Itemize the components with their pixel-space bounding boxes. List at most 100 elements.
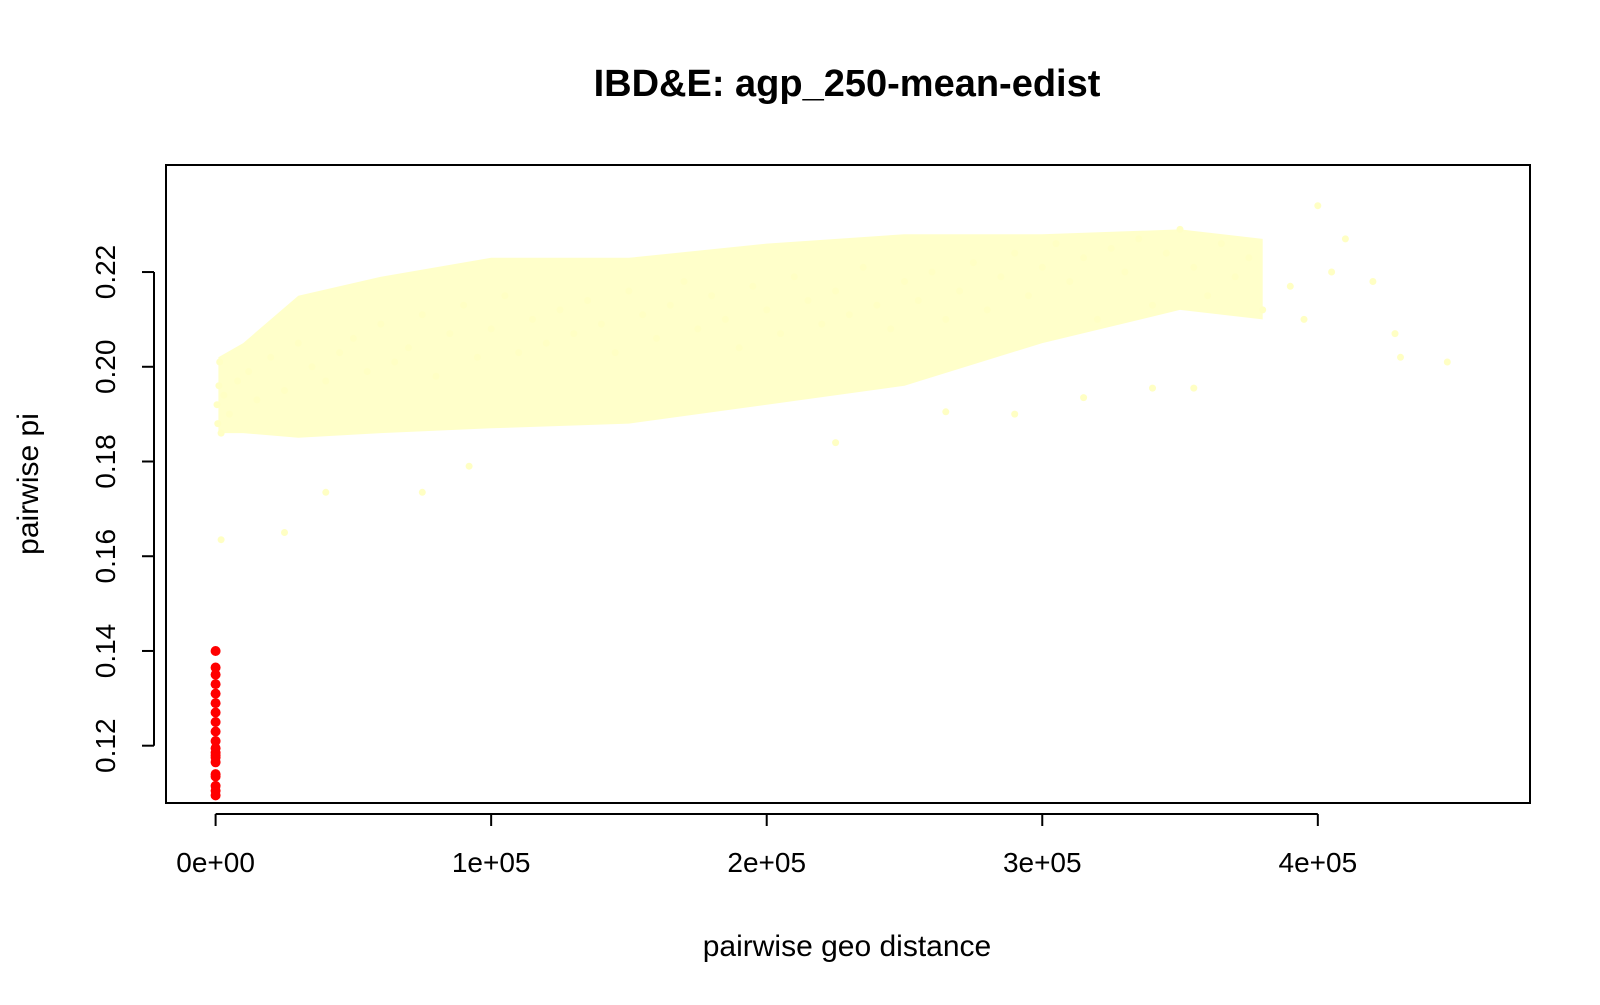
highlight-point: [210, 669, 221, 680]
data-point: [515, 349, 523, 357]
y-tick-label: 0.18: [90, 434, 121, 489]
data-point: [914, 297, 922, 304]
data-point: [225, 410, 233, 418]
x-axis: 0e+00 1e+05 2e+05 3e+05 4e+05: [176, 813, 1358, 878]
points-layer: [210, 202, 1451, 801]
plot-frame: [165, 164, 1531, 804]
x-axis-label: pairwise geo distance: [703, 930, 992, 963]
data-point: [1080, 254, 1088, 262]
data-point: [1176, 225, 1184, 233]
highlight-point: [210, 726, 221, 737]
data-point: [363, 368, 371, 375]
highlight-point: [210, 790, 221, 801]
data-point: [336, 349, 344, 357]
y-tick-label: 0.14: [90, 624, 121, 679]
data-point: [777, 330, 784, 338]
x-tick-label: 2e+05: [727, 847, 806, 878]
data-point: [570, 330, 578, 338]
data-point: [969, 259, 977, 267]
data-point: [694, 325, 702, 333]
y-tick-label: 0.16: [90, 529, 121, 584]
data-point: [625, 287, 633, 295]
data-point: [1369, 278, 1377, 285]
data-point: [942, 408, 950, 416]
data-point: [220, 391, 228, 399]
data-point: [213, 401, 221, 409]
y-tick-label: 0.12: [90, 718, 121, 773]
x-tick-label: 1e+05: [452, 847, 531, 878]
highlight-point: [210, 757, 221, 768]
data-point: [887, 325, 895, 333]
data-point: [377, 320, 385, 328]
data-point: [653, 334, 660, 342]
x-tick-label: 4e+05: [1279, 847, 1358, 878]
data-point: [1286, 282, 1294, 290]
x-tick-label: 3e+05: [1003, 847, 1082, 878]
data-point: [749, 282, 757, 290]
data-point: [1080, 394, 1088, 402]
data-point: [597, 320, 605, 328]
data-point: [465, 462, 473, 470]
data-point: [1038, 263, 1046, 271]
highlight-point: [210, 736, 221, 746]
data-point: [1391, 330, 1399, 338]
data-point: [832, 439, 840, 447]
data-point: [804, 297, 812, 304]
data-point: [529, 315, 536, 323]
data-point: [735, 344, 743, 352]
data-point: [845, 311, 853, 319]
data-point: [1217, 240, 1225, 248]
data-point: [1341, 235, 1349, 243]
data-point: [253, 396, 261, 404]
data-point: [1259, 306, 1267, 314]
data-point: [432, 372, 440, 380]
data-point: [1190, 263, 1198, 271]
data-point: [928, 268, 936, 276]
highlight-point: [210, 698, 221, 709]
data-point: [217, 429, 225, 437]
data-point: [942, 315, 950, 323]
data-point: [901, 278, 908, 285]
data-point: [542, 339, 550, 347]
data-point: [487, 325, 495, 333]
data-point: [666, 301, 674, 309]
y-axis-label: pairwise pi: [12, 413, 45, 555]
x-tick-label: 0e+00: [176, 847, 255, 878]
data-point: [1190, 384, 1198, 392]
y-tick-label: 0.20: [90, 340, 121, 395]
data-point: [1107, 244, 1115, 252]
data-point: [1135, 235, 1143, 243]
data-point: [460, 301, 468, 309]
data-point: [721, 315, 729, 323]
highlight-point: [210, 688, 221, 699]
data-point: [1011, 410, 1019, 418]
data-point: [1066, 278, 1074, 285]
data-point: [763, 306, 771, 314]
data-point: [1397, 353, 1404, 361]
data-point: [501, 292, 509, 300]
data-point: [873, 301, 881, 309]
data-point: [859, 263, 867, 271]
data-point: [1149, 384, 1156, 392]
data-point: [217, 536, 225, 544]
chart-title: IBD&E: agp_250-mean-edist: [594, 63, 1101, 105]
data-point: [216, 358, 224, 366]
data-point: [405, 344, 412, 352]
highlight-point: [210, 717, 221, 727]
data-point: [1052, 240, 1060, 248]
data-point: [322, 488, 330, 496]
data-point: [1245, 254, 1253, 262]
data-point: [1149, 301, 1156, 309]
data-point: [446, 330, 454, 338]
data-point: [1025, 292, 1032, 300]
highlight-point: [210, 679, 221, 690]
data-point: [611, 349, 619, 357]
data-point: [1314, 202, 1322, 210]
data-point: [267, 353, 275, 361]
data-point: [584, 297, 592, 304]
data-point: [1011, 249, 1019, 257]
data-point: [1231, 273, 1239, 281]
data-point: [956, 287, 964, 295]
data-point: [818, 320, 826, 328]
